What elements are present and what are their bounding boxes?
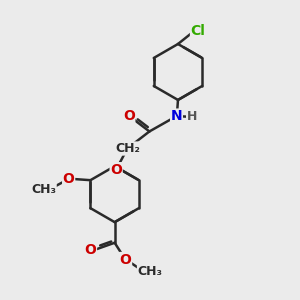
Text: Cl: Cl [190,24,206,38]
Text: O: O [120,253,131,266]
Text: CH₃: CH₃ [137,265,163,278]
Text: N: N [171,109,182,123]
Text: CH₂: CH₂ [115,142,140,155]
Text: O: O [110,163,122,177]
Text: O: O [123,109,135,123]
Text: O: O [63,172,75,186]
Text: H: H [187,110,197,123]
Text: O: O [85,243,97,257]
Text: CH₃: CH₃ [31,182,56,196]
